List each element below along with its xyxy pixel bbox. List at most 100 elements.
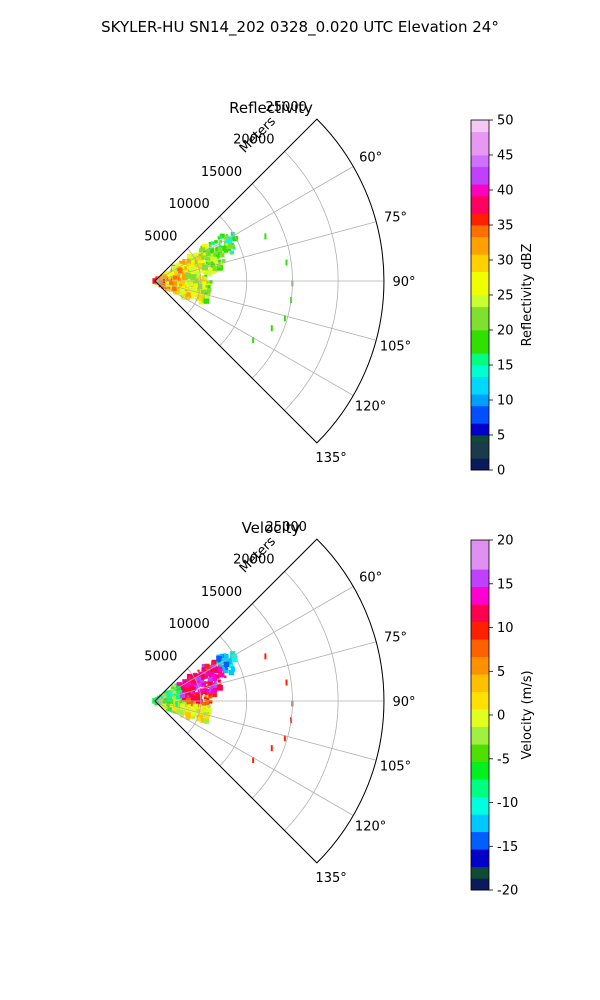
colorbar-segment [471, 219, 489, 226]
echo-cell [174, 288, 181, 294]
colorbar-segment [471, 324, 489, 331]
echo-cell [228, 669, 235, 676]
colorbar-segment [471, 796, 489, 803]
echo-cell [171, 265, 178, 272]
colorbar-segment [471, 615, 489, 623]
echo-cell [197, 669, 200, 672]
echo-cell [176, 267, 183, 274]
colorbar-segment [471, 872, 489, 879]
echo-cell [177, 703, 182, 707]
echo-cell [206, 281, 209, 284]
echo-cell [201, 289, 206, 294]
echo-cell [194, 265, 198, 269]
echo-cell [195, 679, 201, 685]
echo-cell [169, 691, 174, 697]
range-tick-label: 25000 [266, 100, 307, 115]
azimuth-gridline [154, 221, 377, 282]
echo-cell [197, 703, 203, 710]
colorbar-segment [471, 633, 489, 640]
colorbar-segment [471, 662, 489, 669]
echo-cell [214, 240, 218, 244]
echo-cell [207, 291, 211, 295]
colorbar-segment [471, 551, 489, 558]
echo-cell [191, 696, 197, 703]
echo-cell [207, 680, 212, 684]
colorbar-label: Velocity (m/s) [520, 670, 535, 759]
echo-cell [180, 283, 184, 286]
echo-cell [209, 266, 215, 273]
colorbar-segment [471, 359, 489, 366]
colorbar-segment [471, 312, 489, 319]
echo-cell [169, 690, 172, 693]
echo-cell [214, 260, 217, 264]
colorbar-segment [471, 318, 489, 325]
colorbar-segment [471, 248, 489, 255]
echo-cell [229, 660, 233, 665]
echo-cell [220, 245, 227, 251]
echo-cell [210, 257, 215, 261]
echo-cell [162, 275, 167, 280]
colorbar-segment [471, 207, 489, 214]
echo-cell [179, 287, 184, 291]
echo-cell [204, 274, 208, 277]
echo-cell [212, 270, 217, 274]
echo-cell [196, 693, 202, 699]
azimuth-tick-label: 75° [384, 211, 407, 226]
echo-cell [232, 237, 236, 241]
colorbar-segment [471, 335, 489, 343]
range-tick-label: 15000 [201, 585, 242, 600]
echo-cell [169, 270, 172, 273]
azimuth-gridline [154, 586, 354, 702]
colorbar-segment [471, 779, 489, 786]
echo-cell [205, 285, 210, 289]
echo-cell [217, 237, 220, 240]
echo-cell [217, 679, 221, 683]
echo-cell [217, 259, 221, 263]
colorbar-segment [471, 715, 489, 722]
echo-cell [185, 292, 192, 298]
colorbar-segment [471, 213, 489, 220]
echo-cell [179, 263, 183, 268]
echo-cell [185, 679, 189, 683]
colorbar-segment [471, 458, 489, 465]
echo-cell [212, 676, 217, 681]
colorbar-segment [471, 761, 489, 768]
echo-cell [208, 683, 212, 687]
echo-cell [186, 692, 191, 697]
echo-cell [201, 667, 206, 671]
panel-title: Velocity [242, 519, 301, 537]
colorbar-segment [471, 388, 489, 395]
echo-cell [190, 254, 195, 260]
colorbar-segment [471, 668, 489, 675]
colorbar-tick-label: 25 [497, 289, 514, 304]
polar-panel-refl: Reflectivity 5000 10000 15000 20000 25000 60° 7… [144, 99, 535, 479]
echo-cell [232, 246, 236, 250]
echo-cell [218, 667, 223, 672]
echo-cell [198, 299, 204, 305]
azimuth-gridline [154, 166, 354, 282]
colorbar-segment [471, 131, 489, 138]
echo-cell [209, 693, 212, 697]
colorbar-tick-label: 20 [497, 534, 514, 549]
colorbar-segment [471, 330, 489, 337]
echo-cell [185, 712, 192, 718]
colorbar-segment [471, 405, 489, 413]
colorbar-segment [471, 656, 489, 663]
echo-cell [207, 672, 211, 676]
azimuth-gridline [154, 641, 377, 702]
azimuth-tick-label: 135° [315, 451, 346, 466]
echo-cell [215, 254, 220, 259]
echo-cell [201, 244, 208, 250]
echo-cell [184, 682, 190, 688]
colorbar-segment [471, 785, 489, 792]
colorbar-segment [471, 120, 489, 127]
echo-cell [180, 714, 185, 718]
colorbar-segment [471, 855, 489, 862]
echo-cell [192, 259, 198, 265]
echo-cell [203, 276, 207, 280]
colorbar-segment [471, 201, 489, 208]
colorbar-segment [471, 236, 489, 243]
colorbar-tick-label: 10 [497, 621, 514, 636]
echo-cell [201, 286, 207, 293]
echo-cell [172, 275, 178, 280]
